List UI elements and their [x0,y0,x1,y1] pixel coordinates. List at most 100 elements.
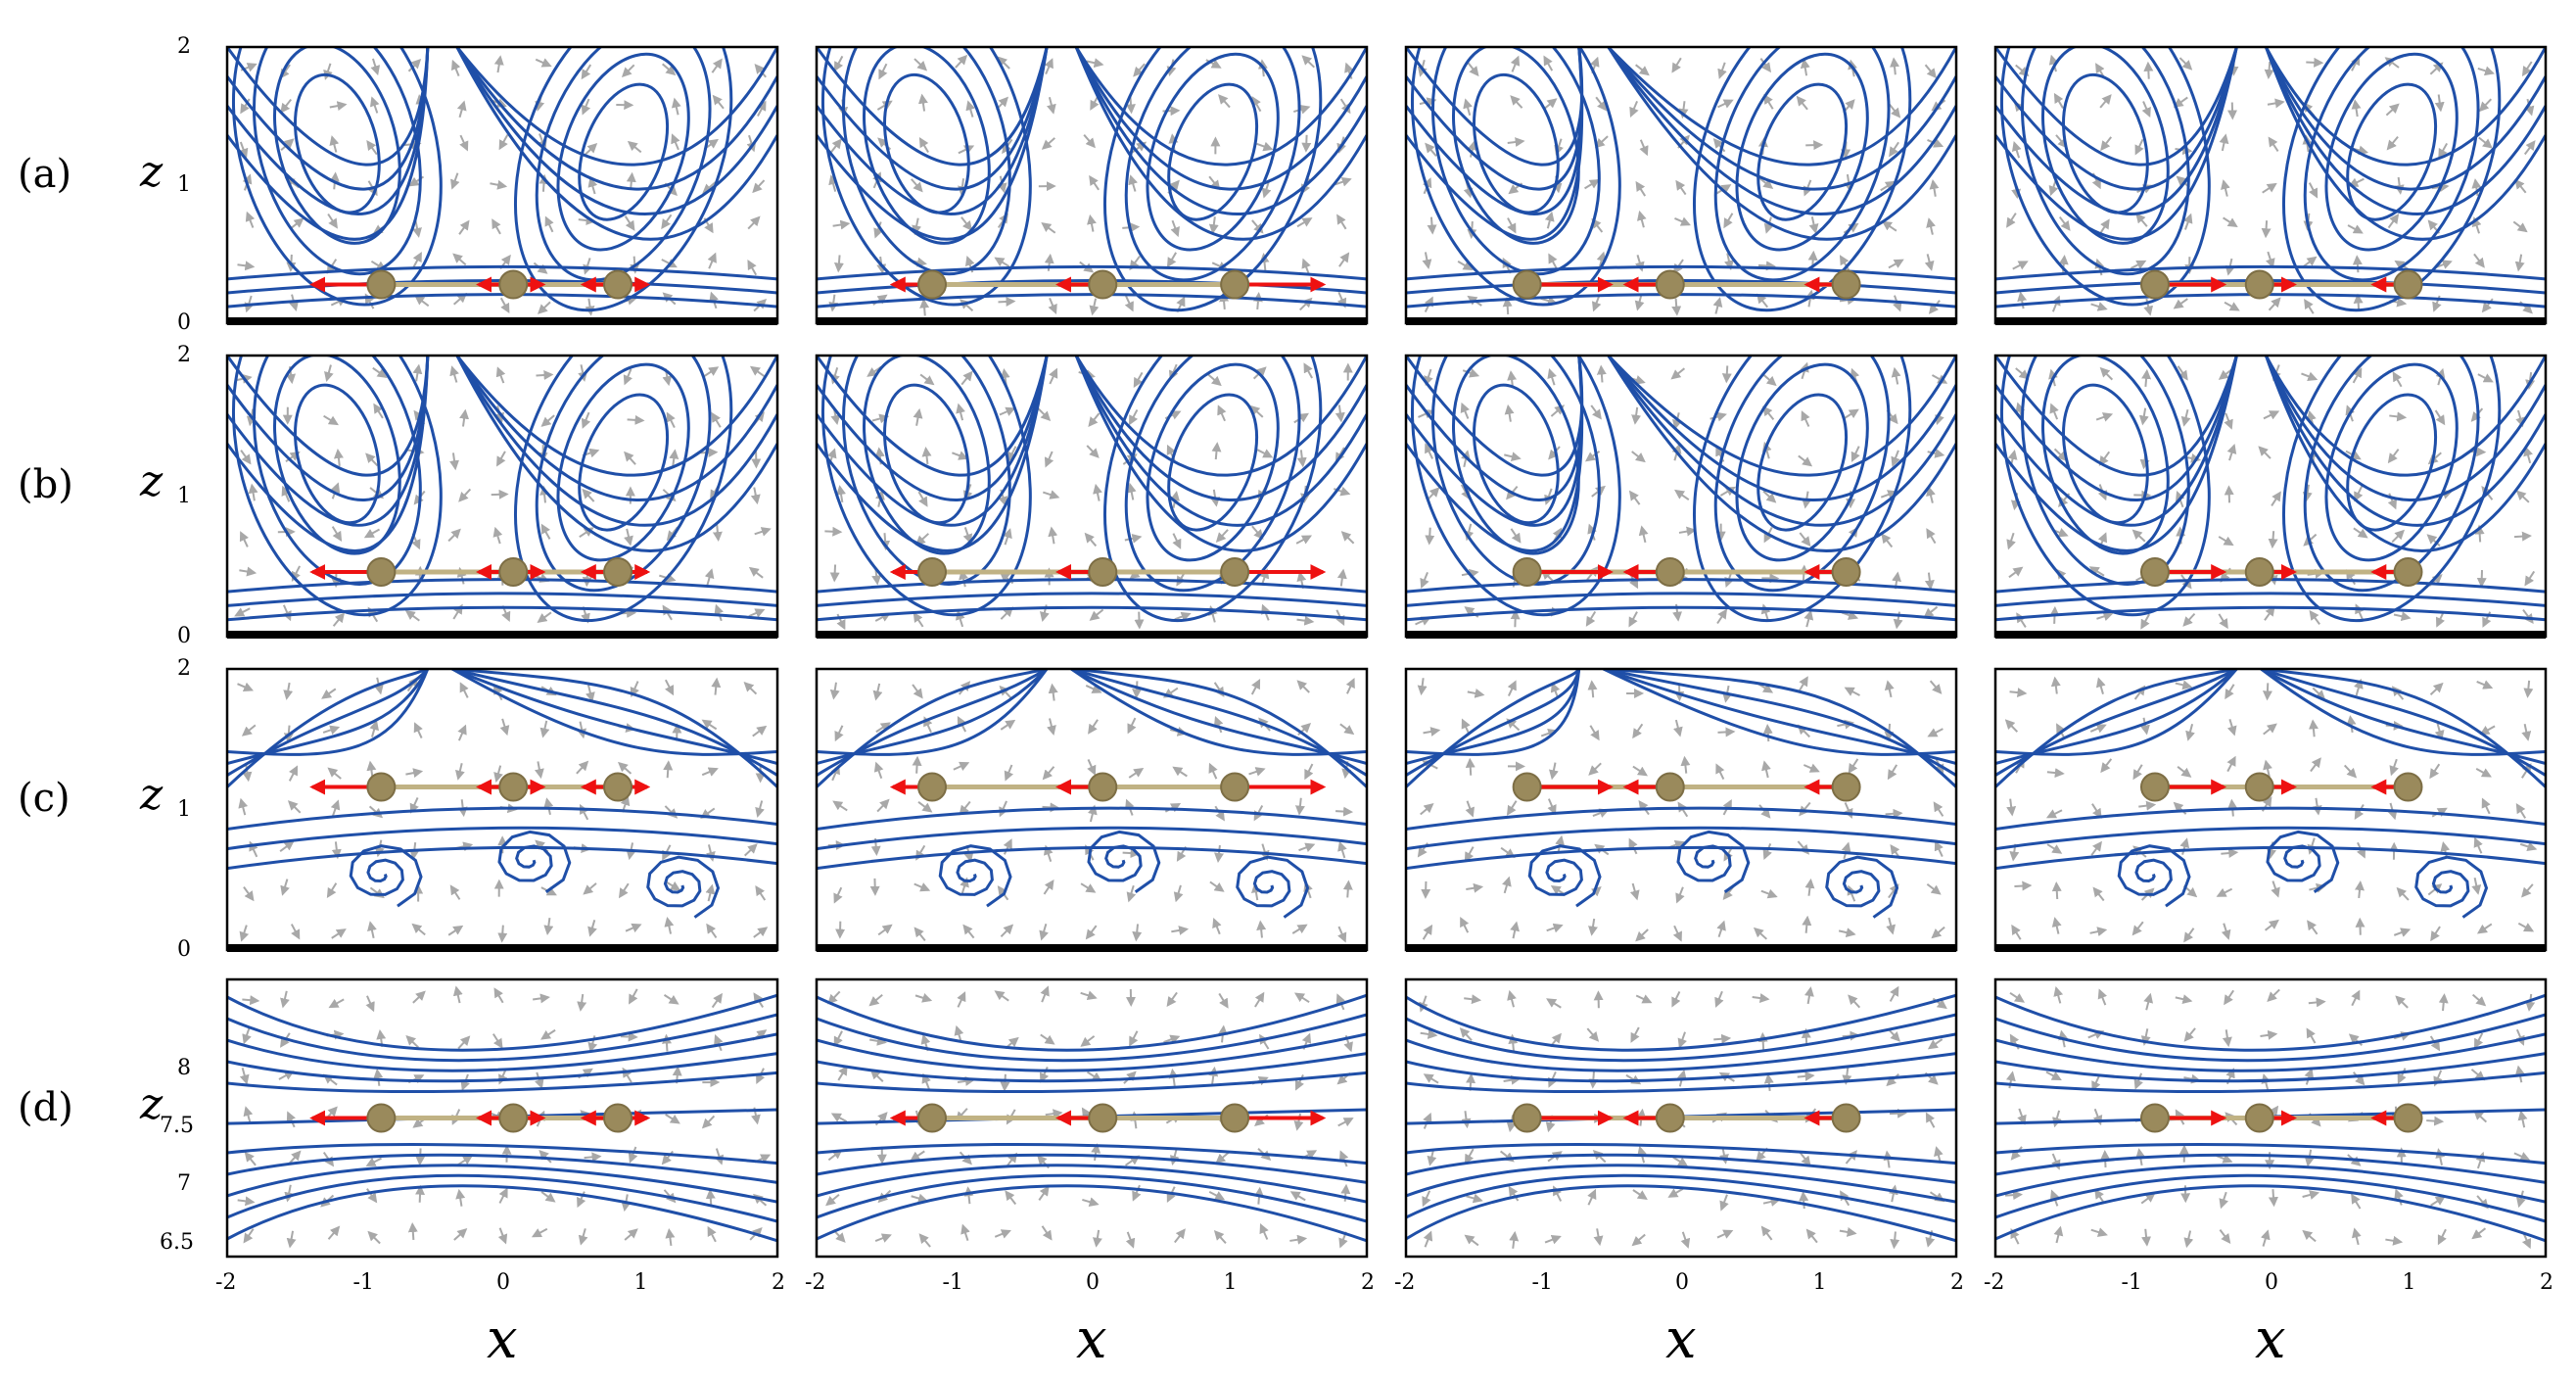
swimmer-sphere [2395,774,2422,801]
vector-arrow [2260,1034,2275,1036]
vector-arrow [1889,261,1902,268]
vector-arrow [1173,534,1180,547]
streamline [1071,669,1367,776]
vector-arrow [995,1231,1009,1237]
vector-arrow [2099,679,2103,693]
vector-arrow [1762,1227,1772,1240]
vector-arrow [1043,493,1057,498]
vector-arrow [2060,217,2070,230]
panel-r1-c3 [1379,0,1956,340]
vector-arrow [2272,1189,2273,1205]
vector-arrow [709,1228,716,1242]
vector-arrow [2270,299,2280,310]
vector-arrow [1641,140,1647,155]
vector-arrow [2481,726,2495,734]
vector-arrow [2308,1029,2316,1043]
vector-arrow [912,1196,926,1201]
streamline [227,669,428,754]
vector-arrow [2443,995,2444,1011]
row-label: (a) [18,152,71,197]
x-tick-label: 2 [1950,1270,1964,1295]
vector-arrow [458,1157,471,1166]
vector-arrow [290,767,297,781]
wall [227,944,777,952]
vector-arrow [2389,415,2405,417]
vector-arrow [1929,729,1943,736]
vector-arrow [1726,365,1727,381]
y-tick-label: 0 [177,937,191,962]
vector-arrow [2272,531,2273,547]
vector-arrow [2360,920,2361,935]
vector-arrow [1807,1230,1817,1243]
vector-arrow [1212,1069,1214,1084]
vector-arrow [1768,1075,1770,1091]
panel-r2-c1 [200,269,777,650]
vector-arrow [1044,881,1053,894]
y-tick-label: 2 [177,343,191,367]
vector-arrow [2477,682,2492,688]
vector-arrow [2225,413,2231,428]
vector-arrow [1801,802,1810,814]
vector-arrow [2224,217,2237,226]
vector-arrow [833,1114,847,1121]
vector-arrow [669,1230,671,1246]
vector-arrow [2143,102,2149,117]
vector-arrow [238,1200,254,1202]
vector-arrow [495,529,500,544]
vector-arrow [463,411,465,427]
swimmer-sphere [2141,558,2169,586]
vector-arrow [2481,570,2482,586]
vector-arrow [756,887,765,900]
vector-arrow [1587,612,1595,626]
vector-arrow [1215,1231,1226,1243]
vector-arrow [2218,889,2231,896]
vector-arrow [329,769,341,779]
vector-arrow [1428,489,1438,500]
vector-arrow [452,173,457,188]
x-tick-label: 0 [2265,1270,2278,1295]
y-tick-label: 2 [177,656,191,681]
vector-arrow [628,419,643,420]
swimmer-sphere [2395,558,2422,586]
vector-arrow [717,524,718,540]
vector-arrow [2225,303,2238,310]
vector-arrow [2431,1197,2445,1206]
row-label: (d) [18,1085,73,1130]
vector-arrow [2229,719,2234,734]
vector-arrow [2010,993,2023,1002]
vector-arrow [704,367,717,376]
vector-arrow [1850,996,1860,1008]
vector-arrow [1929,219,1933,235]
vector-arrow [1933,928,1944,937]
vector-arrow [2269,989,2279,1000]
vector-arrow [2019,1109,2024,1123]
vector-arrow [453,62,459,76]
vector-arrow [328,883,336,897]
vector-arrow [1889,765,1897,779]
vector-arrow [2311,611,2319,624]
vector-arrow [1089,720,1098,733]
vector-arrow [373,59,378,73]
vector-arrow [1341,1152,1347,1166]
streamline [452,669,777,776]
vector-arrow [1936,842,1943,856]
vector-arrow [996,259,1009,266]
vector-arrow [448,927,461,935]
swimmer-sphere [499,558,527,586]
vector-arrow [2006,721,2017,732]
streamline-spiral [1089,832,1159,891]
vector-arrow [2357,257,2358,272]
vector-arrow [1347,881,1348,897]
vector-arrow [2148,64,2149,79]
vector-arrow [2476,769,2490,777]
vector-arrow [2012,927,2020,940]
vector-arrow [1090,216,1093,232]
vector-arrow [1007,1192,1016,1205]
vector-arrow [1596,136,1608,147]
vector-arrow [581,994,583,1010]
swimmer-sphere [367,774,395,801]
vector-arrow [2092,804,2101,817]
vector-arrow [458,1037,469,1049]
wall [1995,631,2546,639]
vector-arrow [1717,101,1731,108]
